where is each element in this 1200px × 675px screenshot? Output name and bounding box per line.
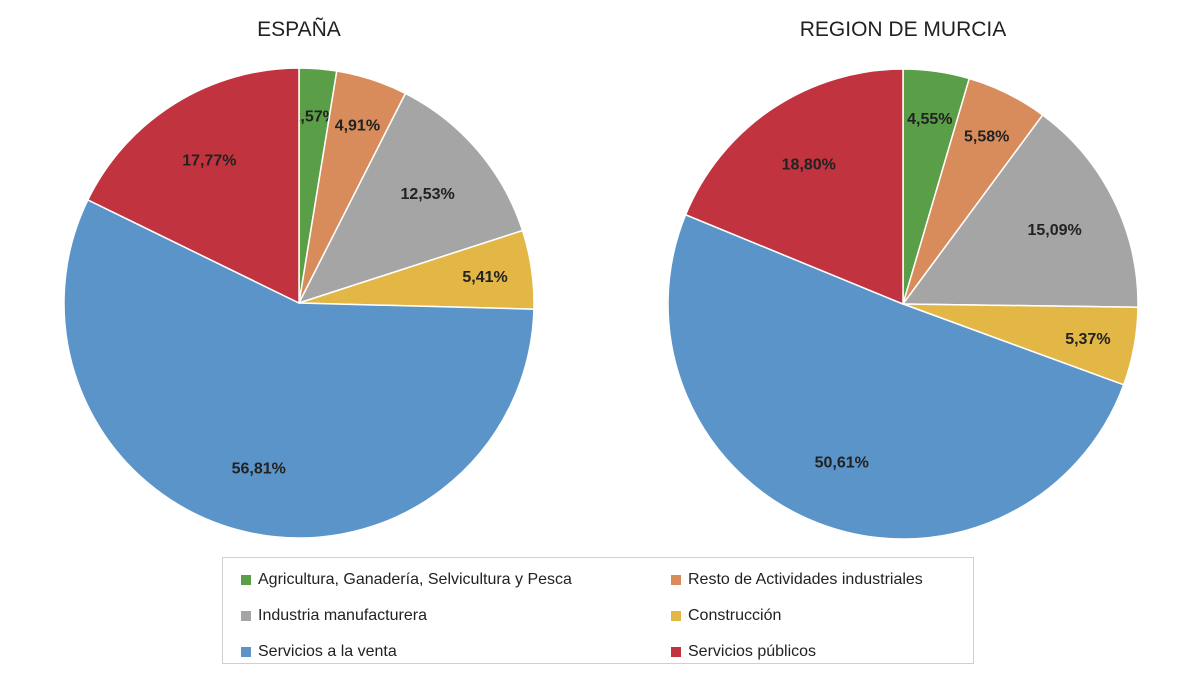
legend-swatch <box>671 575 681 585</box>
data-label: 17,77% <box>182 152 236 169</box>
legend-item: Agricultura, Ganadería, Selvicultura y P… <box>241 562 671 598</box>
legend: Agricultura, Ganadería, Selvicultura y P… <box>222 557 974 664</box>
legend-item: Construcción <box>671 598 991 634</box>
data-label: 5,58% <box>964 129 1009 146</box>
data-label: 4,91% <box>335 117 380 134</box>
data-label: 18,80% <box>782 156 836 173</box>
data-label: 15,09% <box>1027 222 1081 239</box>
pie-slice <box>297 92 524 305</box>
pie-slice <box>86 67 300 305</box>
data-label: 12,53% <box>400 186 454 203</box>
data-label: 5,41% <box>462 269 507 286</box>
data-label: 50,61% <box>815 455 869 472</box>
pie-slice <box>667 213 1125 540</box>
legend-item: Servicios a la venta <box>241 634 671 670</box>
legend-item: Servicios públicos <box>671 634 991 670</box>
chart-title-espana: ESPAÑA <box>257 18 341 41</box>
legend-swatch <box>671 647 681 657</box>
pie-slice <box>684 68 904 306</box>
data-label: 4,55% <box>907 111 952 128</box>
legend-swatch <box>241 575 251 585</box>
pie-charts: 2,57%4,91% 12,53% 5,41% 56,81% 17,77% 4,55% 5,… <box>63 67 1139 540</box>
data-label: 56,81% <box>232 460 286 477</box>
chart-title-murcia: REGION DE MURCIA <box>799 18 1007 41</box>
legend-swatch <box>241 647 251 657</box>
legend-swatch <box>671 611 681 621</box>
data-label: 2,57% <box>291 109 336 126</box>
legend-item: Resto de Actividades industriales <box>671 562 991 598</box>
data-label: 5,37% <box>1065 331 1110 348</box>
pie-slice <box>63 198 535 539</box>
legend-swatch <box>241 611 251 621</box>
legend-item: Industria manufacturera <box>241 598 671 634</box>
pie-slice <box>901 113 1139 309</box>
